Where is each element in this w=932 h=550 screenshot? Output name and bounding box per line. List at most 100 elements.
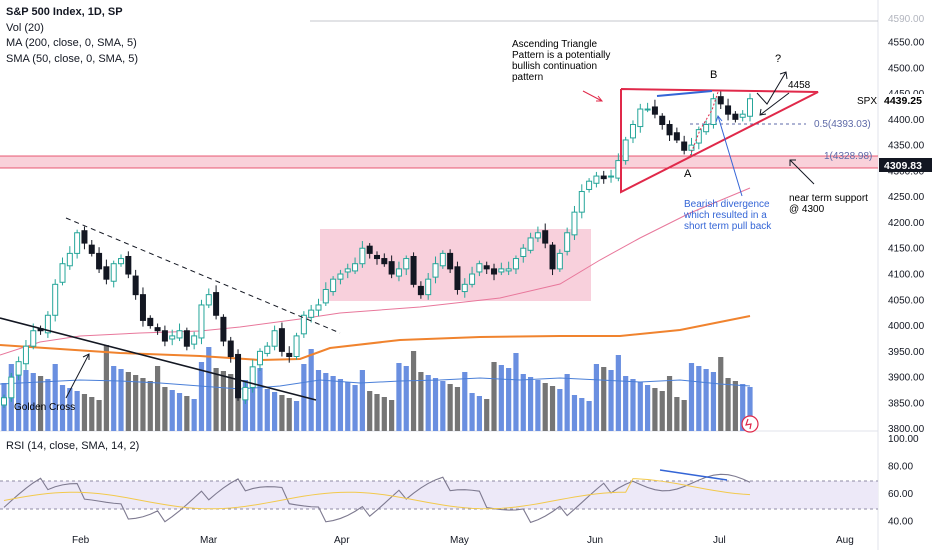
candle-body: [710, 98, 717, 125]
volume-bar: [586, 401, 592, 431]
candle-body: [732, 113, 739, 120]
moving-averages: [0, 187, 751, 390]
volume-bar: [418, 372, 424, 431]
volume-bar: [549, 386, 556, 431]
ascending-triangle: [620, 88, 819, 194]
volume-bar: [118, 369, 124, 431]
candle-body: [52, 283, 59, 316]
legend-volume: Vol (20): [6, 21, 44, 34]
candle-body: [125, 255, 132, 275]
volume-bar: [206, 347, 212, 431]
price-tick-label: 4550.00: [888, 38, 925, 49]
price-divergence-line: [656, 90, 713, 97]
candle-body: [161, 330, 168, 342]
downtrend-line: [65, 217, 341, 334]
candle-body: [673, 132, 680, 141]
candle-body: [30, 330, 37, 347]
candle-body: [505, 268, 512, 272]
volume-bar: [652, 388, 658, 431]
candles: [1, 90, 753, 409]
candle-body: [388, 261, 395, 275]
volume-bar: [250, 383, 256, 431]
candle-body: [629, 123, 636, 139]
volume-bar: [279, 395, 285, 431]
candle-body: [15, 361, 22, 376]
volume-bar: [191, 399, 197, 431]
candle-body: [637, 108, 644, 128]
candle-body: [213, 292, 220, 316]
volume-bar: [16, 367, 22, 431]
price-tick-label: 4050.00: [888, 295, 925, 306]
volume-bar: [125, 372, 131, 431]
divergence-text-2: which resulted in a: [683, 210, 767, 221]
price-tick-label: 4250.00: [888, 192, 925, 203]
volume-bar: [45, 379, 51, 431]
volume-bar: [454, 387, 461, 431]
price-tick-label: 4200.00: [888, 218, 925, 229]
price-axis[interactable]: 4550.004500.004450.004400.004350.004300.…: [888, 38, 925, 436]
volume-bar: [367, 391, 373, 431]
volume-bar: [59, 385, 66, 431]
candle-body: [139, 294, 146, 321]
price-tick-label: 3850.00: [888, 398, 925, 409]
candle-body: [227, 340, 234, 358]
volume-bar: [286, 398, 292, 431]
volume-bar: [535, 380, 541, 431]
volume-bar: [732, 381, 738, 431]
volume-bar: [103, 345, 109, 431]
pattern-arrow: [582, 90, 604, 102]
candle-body: [703, 123, 710, 133]
candle-body: [88, 244, 95, 254]
candle-body: [264, 345, 271, 354]
rsi-lines: [3, 473, 751, 524]
volume-bar: [89, 397, 95, 431]
volume-bar: [688, 363, 695, 431]
volume-bar: [74, 391, 80, 431]
volume-bar: [389, 400, 395, 431]
candle-body: [578, 191, 585, 213]
candle-body: [81, 230, 88, 244]
volume-bar: [381, 397, 387, 431]
volume-bar: [242, 380, 248, 431]
support-trend-line: [0, 317, 317, 401]
rsi-divergence-line: [659, 469, 728, 481]
candle-body: [747, 98, 753, 117]
candle-body: [198, 304, 205, 339]
candle-body: [454, 266, 461, 290]
volume-bar: [198, 362, 205, 431]
volume-bar: [579, 398, 585, 431]
candle-body: [1, 397, 7, 406]
candle-body: [695, 129, 702, 144]
volume-bar: [396, 363, 402, 431]
candle-body: [469, 273, 476, 285]
rsi-axis[interactable]: 100.00 80.00 60.00 40.00: [888, 434, 919, 528]
candle-body: [381, 258, 388, 265]
candle-body: [512, 258, 519, 270]
candle-body: [556, 252, 563, 270]
fib-connector: [689, 91, 719, 157]
volume-bar: [513, 353, 519, 431]
volume-bar: [462, 372, 468, 431]
time-axis[interactable]: Feb Mar Apr May Jun Jul Aug: [72, 535, 854, 546]
candle-body: [374, 254, 380, 260]
volume-bar: [96, 400, 102, 431]
support-zone: [0, 156, 878, 168]
candle-body: [608, 175, 615, 178]
volume-bar: [666, 376, 673, 431]
candle-body: [593, 175, 600, 184]
volume-ma-line: [0, 377, 751, 390]
tradingview-logo[interactable]: [741, 415, 759, 433]
candle-body: [359, 247, 366, 265]
chart-legend: S&P 500 Index, 1D, SP Vol (20) MA (200, …: [6, 5, 138, 67]
volume-bar: [176, 393, 183, 431]
volume-bar: [564, 374, 570, 431]
candle-body: [176, 330, 183, 339]
volume-bar: [220, 371, 227, 431]
candle-body: [205, 294, 212, 306]
candle-body: [571, 211, 578, 236]
price-axis-top-label: 4590.00: [888, 14, 925, 25]
volume-bar: [147, 381, 153, 431]
candle-body: [352, 263, 359, 272]
support-price-tag: 4309.83: [884, 160, 922, 172]
